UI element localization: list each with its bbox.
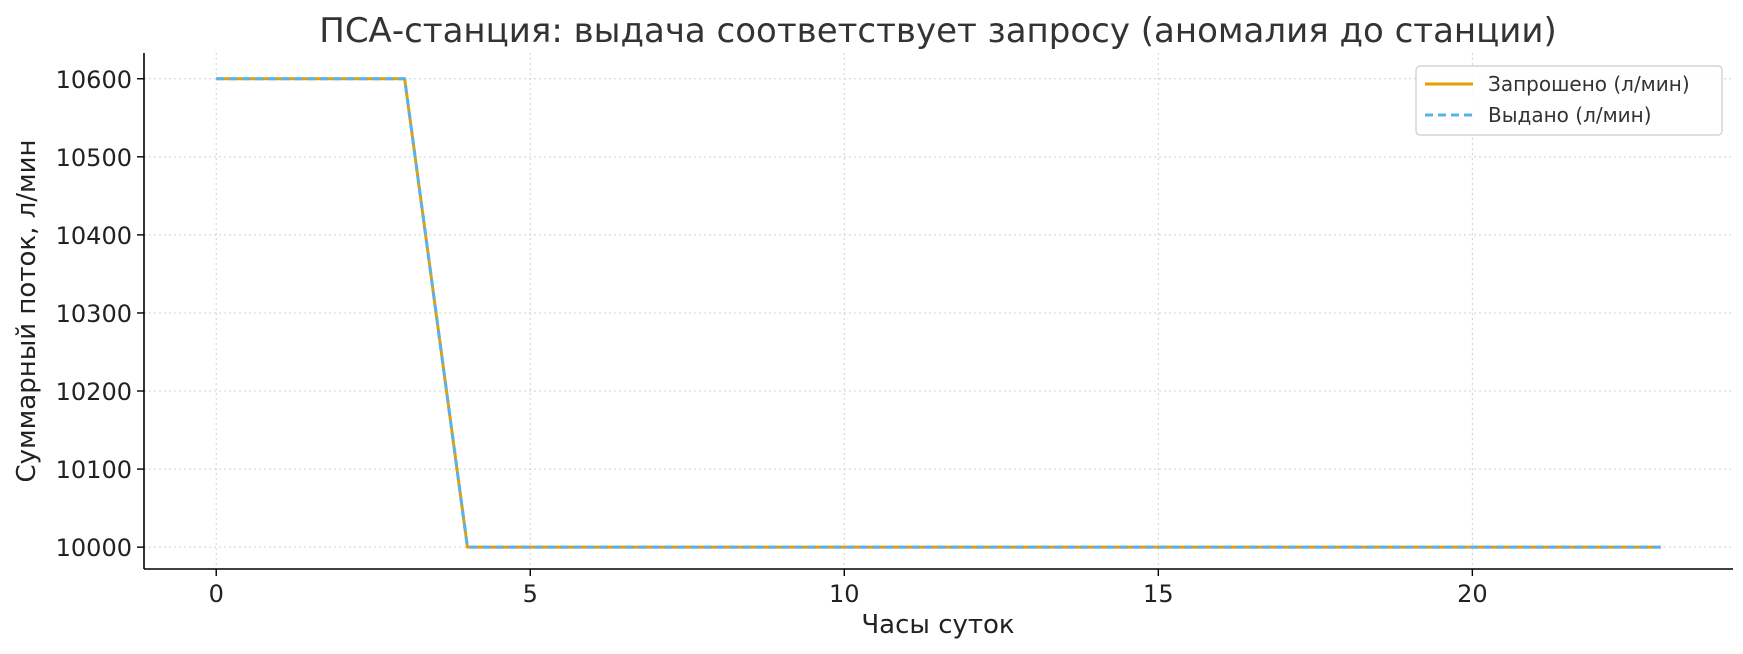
legend-box bbox=[1415, 65, 1723, 136]
x-ticks: 0 5 10 15 20 bbox=[209, 569, 1488, 608]
legend-label-requested: Запрошено (л/мин) bbox=[1488, 72, 1690, 96]
y-tick-label: 10200 bbox=[56, 378, 132, 406]
x-axis-label: Часы суток bbox=[861, 610, 1014, 640]
y-tick-label: 10600 bbox=[56, 66, 132, 94]
y-tick-label: 10400 bbox=[56, 222, 132, 250]
series-layer bbox=[216, 77, 1661, 549]
x-tick-label: 15 bbox=[1143, 580, 1174, 608]
x-tick-label: 0 bbox=[209, 580, 224, 608]
y-tick-label: 10500 bbox=[56, 144, 132, 172]
legend: Запрошено (л/мин) Выдано (л/мин) bbox=[1415, 65, 1723, 136]
y-tick-label: 10300 bbox=[56, 300, 132, 328]
series-line-delivered bbox=[216, 77, 1661, 549]
x-tick-label: 5 bbox=[523, 580, 538, 608]
legend-label-delivered: Выдано (л/мин) bbox=[1488, 103, 1652, 127]
y-ticks: 10000 10100 10200 10300 10400 10500 10600 bbox=[56, 66, 144, 562]
chart-title: ПСА-станция: выдача соответствует запрос… bbox=[319, 11, 1557, 51]
y-axis-label: Суммарный поток, л/мин bbox=[12, 140, 42, 483]
axes bbox=[143, 53, 1733, 570]
y-tick-label: 10100 bbox=[56, 456, 132, 484]
grid bbox=[144, 53, 1733, 569]
x-tick-label: 20 bbox=[1457, 580, 1488, 608]
x-tick-label: 10 bbox=[829, 580, 860, 608]
y-tick-label: 10000 bbox=[56, 534, 132, 562]
